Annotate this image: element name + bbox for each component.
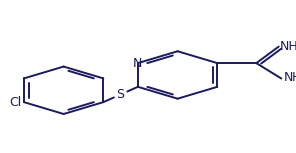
Text: NH: NH [280,40,296,53]
Text: N: N [133,57,143,70]
Text: Cl: Cl [9,96,22,109]
Text: NH$_2$: NH$_2$ [283,71,296,86]
Text: S: S [117,88,125,101]
